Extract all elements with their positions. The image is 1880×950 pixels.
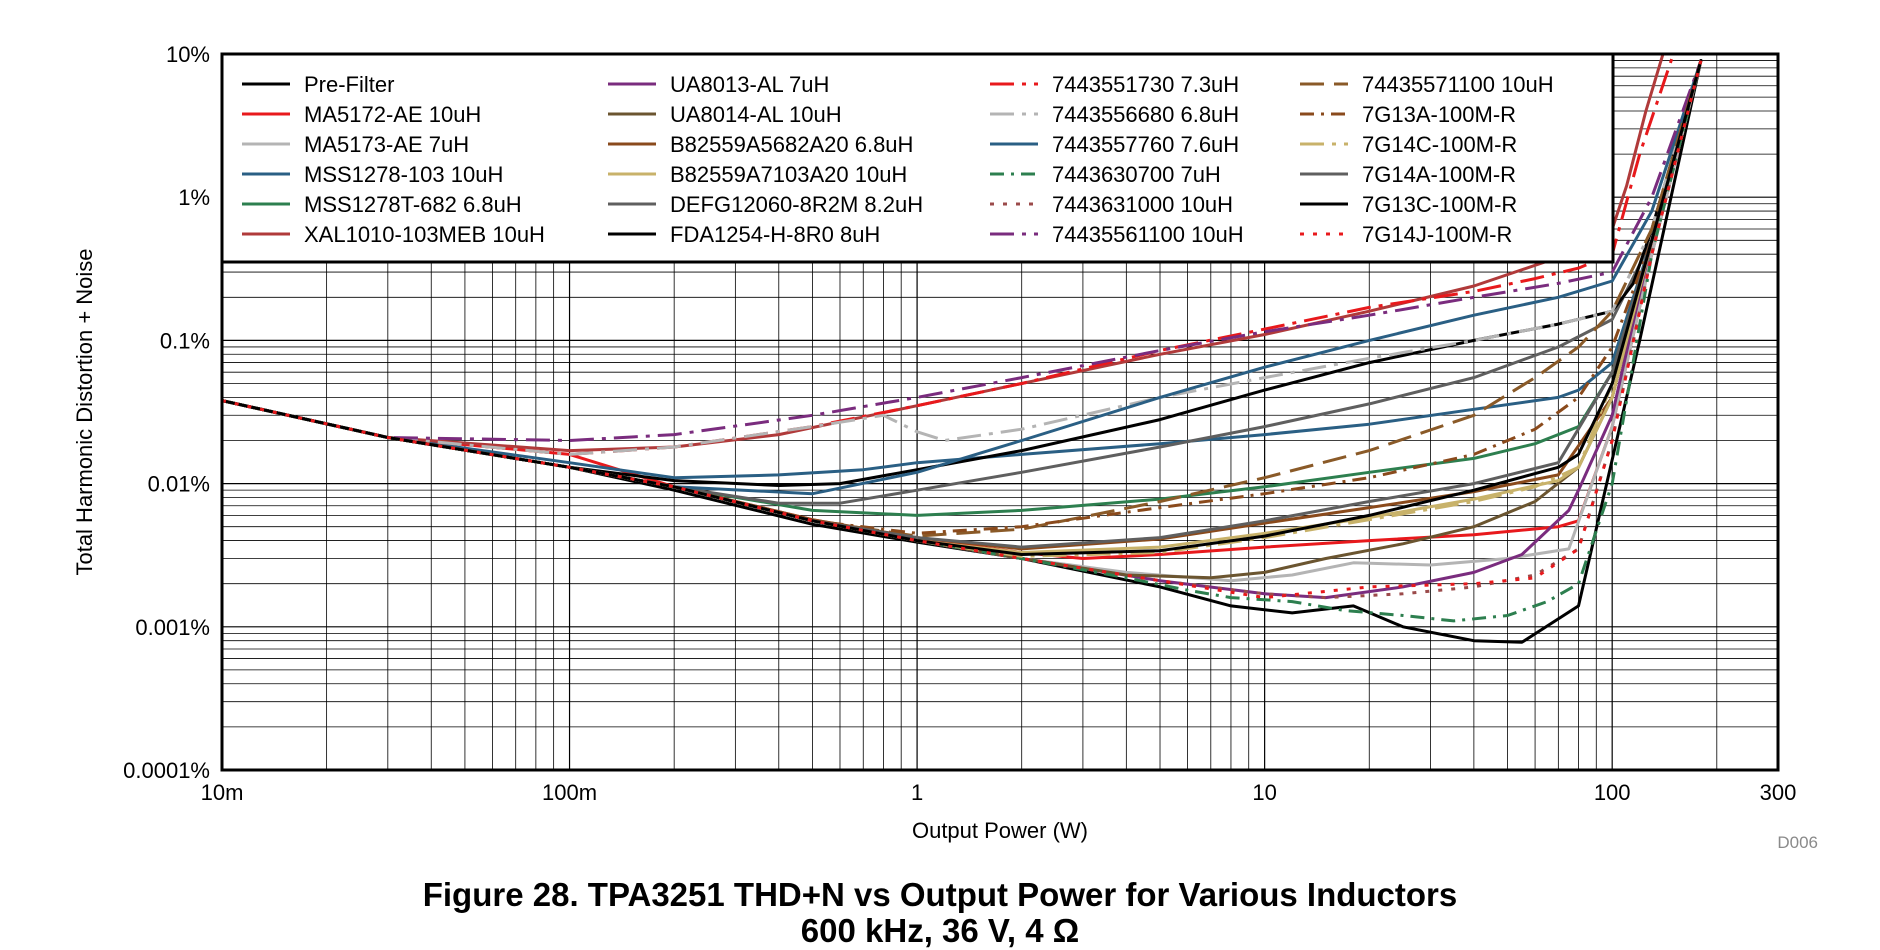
legend-label: MSS1278T-682 6.8uH [304,192,522,217]
legend-label: FDA1254-H-8R0 8uH [670,222,880,247]
legend-label: 7443551730 7.3uH [1052,72,1239,97]
legend-label: B82559A7103A20 10uH [670,162,907,187]
figure-caption-subtitle: 600 kHz, 36 V, 4 Ω [800,912,1080,949]
series-line [222,59,1703,644]
legend-label: 7G14J-100M-R [1362,222,1512,247]
series-line [222,60,1703,442]
legend-label: UA8014-AL 10uH [670,102,842,127]
series-line [222,60,1703,456]
legend-label: Pre-Filter [304,72,394,97]
series-line [222,59,1703,487]
legend-label: 74435561100 10uH [1052,222,1244,247]
thd-vs-power-chart: Pre-Filter MA5172-AE 10uH MA5173-AE 7uH MSS… [72,42,1818,852]
legend-label: 7443557760 7.6uH [1052,132,1239,157]
y-tick-label: 0.001% [135,615,210,640]
y-tick-label: 1% [178,185,210,210]
legend-label: MSS1278-103 10uH [304,162,503,187]
legend-label: 74435571100 10uH [1362,72,1554,97]
series-line [222,60,1703,623]
legend-label: DEFG12060-8R2M 8.2uH [670,192,923,217]
series-line [222,59,1703,480]
x-tick-label: 100m [542,780,597,805]
legend-label: 7G13A-100M-R [1362,102,1516,127]
legend-box [220,52,1615,264]
x-tick-label: 10 [1252,780,1276,805]
legend-label: B82559A5682A20 6.8uH [670,132,913,157]
legend-label: 7443630700 7uH [1052,162,1221,187]
x-tick-label: 10m [201,780,244,805]
x-tick-label: 1 [911,780,923,805]
axis-ticks: 10m 100m 1 10 100 300 10% 1% 0.1% 0.01% 0.001% 0.00… [123,42,1796,805]
y-tick-label: 0.01% [148,472,210,497]
legend-label: 7G14C-100M-R [1362,132,1517,157]
legend-label: 7G13C-100M-R [1362,192,1517,217]
series-line [222,59,1703,556]
legend: Pre-Filter MA5172-AE 10uH MA5173-AE 7uH MSS… [220,52,1615,264]
y-tick-label: 0.0001% [123,758,210,783]
y-axis-label: Total Harmonic Distortion + Noise [72,248,97,575]
legend-label: UA8013-AL 7uH [670,72,829,97]
figure-caption-title: Figure 28. TPA3251 THD+N vs Output Power… [422,876,1458,913]
legend-label: MA5173-AE 7uH [304,132,469,157]
legend-label: XAL1010-103MEB 10uH [304,222,545,247]
series-line [222,60,1703,538]
legend-label: 7G14A-100M-R [1362,162,1516,187]
x-tick-label: 100 [1594,780,1631,805]
x-axis-label: Output Power (W) [912,818,1088,843]
legend-label: 7443631000 10uH [1052,192,1233,217]
legend-label: 7443556680 6.8uH [1052,102,1239,127]
legend-label: MA5172-AE 10uH [304,102,481,127]
y-tick-label: 10% [166,42,210,67]
figure-id: D006 [1777,833,1818,852]
y-tick-label: 0.1% [160,328,210,353]
series-line [222,54,1665,453]
x-tick-label: 300 [1760,780,1797,805]
